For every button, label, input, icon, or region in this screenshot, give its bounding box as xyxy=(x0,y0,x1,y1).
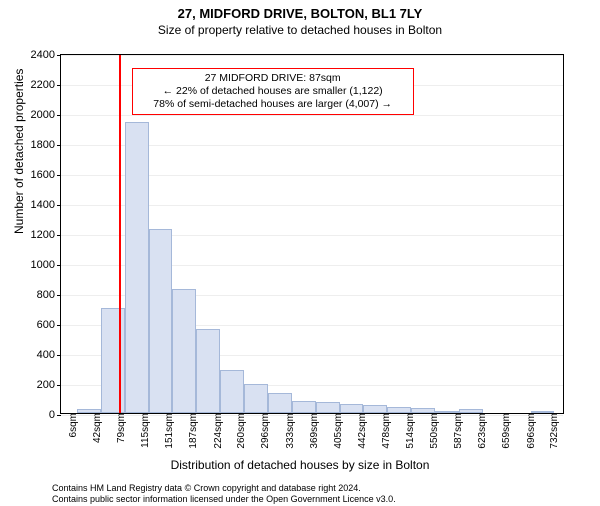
y-tick-label: 2000 xyxy=(31,109,61,121)
x-axis-title: Distribution of detached houses by size … xyxy=(0,458,600,472)
histogram-bar xyxy=(363,405,387,413)
y-tick-label: 1000 xyxy=(31,259,61,271)
histogram-bar xyxy=(316,402,340,413)
y-tick-label: 0 xyxy=(49,409,61,421)
page-title: 27, MIDFORD DRIVE, BOLTON, BL1 7LY xyxy=(0,6,600,21)
x-tick-label: 732sqm xyxy=(546,413,560,449)
x-tick-label: 187sqm xyxy=(185,413,199,449)
x-tick-label: 442sqm xyxy=(354,413,368,449)
page-subtitle: Size of property relative to detached ho… xyxy=(0,23,600,37)
y-tick-label: 1800 xyxy=(31,139,61,151)
x-tick-label: 42sqm xyxy=(89,413,103,443)
x-tick-label: 550sqm xyxy=(426,413,440,449)
x-tick-label: 659sqm xyxy=(498,413,512,449)
histogram-bar xyxy=(292,401,316,413)
y-tick-label: 600 xyxy=(37,319,61,331)
histogram-bar xyxy=(101,308,125,413)
y-tick-label: 1400 xyxy=(31,199,61,211)
y-axis-title: Number of detached properties xyxy=(12,69,26,234)
y-tick-label: 1200 xyxy=(31,229,61,241)
x-tick-label: 224sqm xyxy=(210,413,224,449)
x-tick-label: 369sqm xyxy=(306,413,320,449)
histogram-bar xyxy=(196,329,220,413)
footer-line: Contains HM Land Registry data © Crown c… xyxy=(52,483,580,493)
gridline xyxy=(61,55,563,56)
annotation-box: 27 MIDFORD DRIVE: 87sqm← 22% of detached… xyxy=(132,68,414,115)
annotation-line: 78% of semi-detached houses are larger (… xyxy=(139,98,407,111)
footer-line: Contains public sector information licen… xyxy=(52,494,580,504)
x-tick-label: 115sqm xyxy=(137,413,151,448)
x-tick-label: 6sqm xyxy=(65,413,79,437)
x-tick-label: 151sqm xyxy=(161,413,175,449)
x-tick-label: 623sqm xyxy=(474,413,488,449)
histogram-bar xyxy=(220,370,244,414)
y-tick-label: 1600 xyxy=(31,169,61,181)
histogram-bar xyxy=(149,229,173,413)
x-tick-label: 296sqm xyxy=(257,413,271,449)
x-tick-label: 405sqm xyxy=(330,413,344,449)
footer-attribution: Contains HM Land Registry data © Crown c… xyxy=(52,483,580,504)
y-tick-label: 2400 xyxy=(31,49,61,61)
x-tick-label: 514sqm xyxy=(402,413,416,449)
x-tick-label: 478sqm xyxy=(378,413,392,449)
x-tick-label: 696sqm xyxy=(523,413,537,449)
x-tick-label: 333sqm xyxy=(282,413,296,449)
plot-area: 0200400600800100012001400160018002000220… xyxy=(60,54,564,414)
y-tick-label: 400 xyxy=(37,349,61,361)
gridline xyxy=(61,115,563,116)
histogram-bar xyxy=(340,404,364,413)
annotation-line: ← 22% of detached houses are smaller (1,… xyxy=(139,85,407,98)
x-tick-label: 79sqm xyxy=(113,413,127,443)
histogram-bar xyxy=(268,393,292,413)
x-tick-label: 260sqm xyxy=(233,413,247,449)
histogram-bar xyxy=(172,289,196,414)
histogram-bar xyxy=(125,122,149,413)
y-tick-label: 2200 xyxy=(31,79,61,91)
histogram-bar xyxy=(244,384,268,413)
reference-line xyxy=(119,55,121,413)
y-tick-label: 800 xyxy=(37,289,61,301)
x-tick-label: 587sqm xyxy=(450,413,464,449)
histogram-chart: 0200400600800100012001400160018002000220… xyxy=(60,54,564,414)
y-tick-label: 200 xyxy=(37,379,61,391)
annotation-line: 27 MIDFORD DRIVE: 87sqm xyxy=(139,72,407,85)
